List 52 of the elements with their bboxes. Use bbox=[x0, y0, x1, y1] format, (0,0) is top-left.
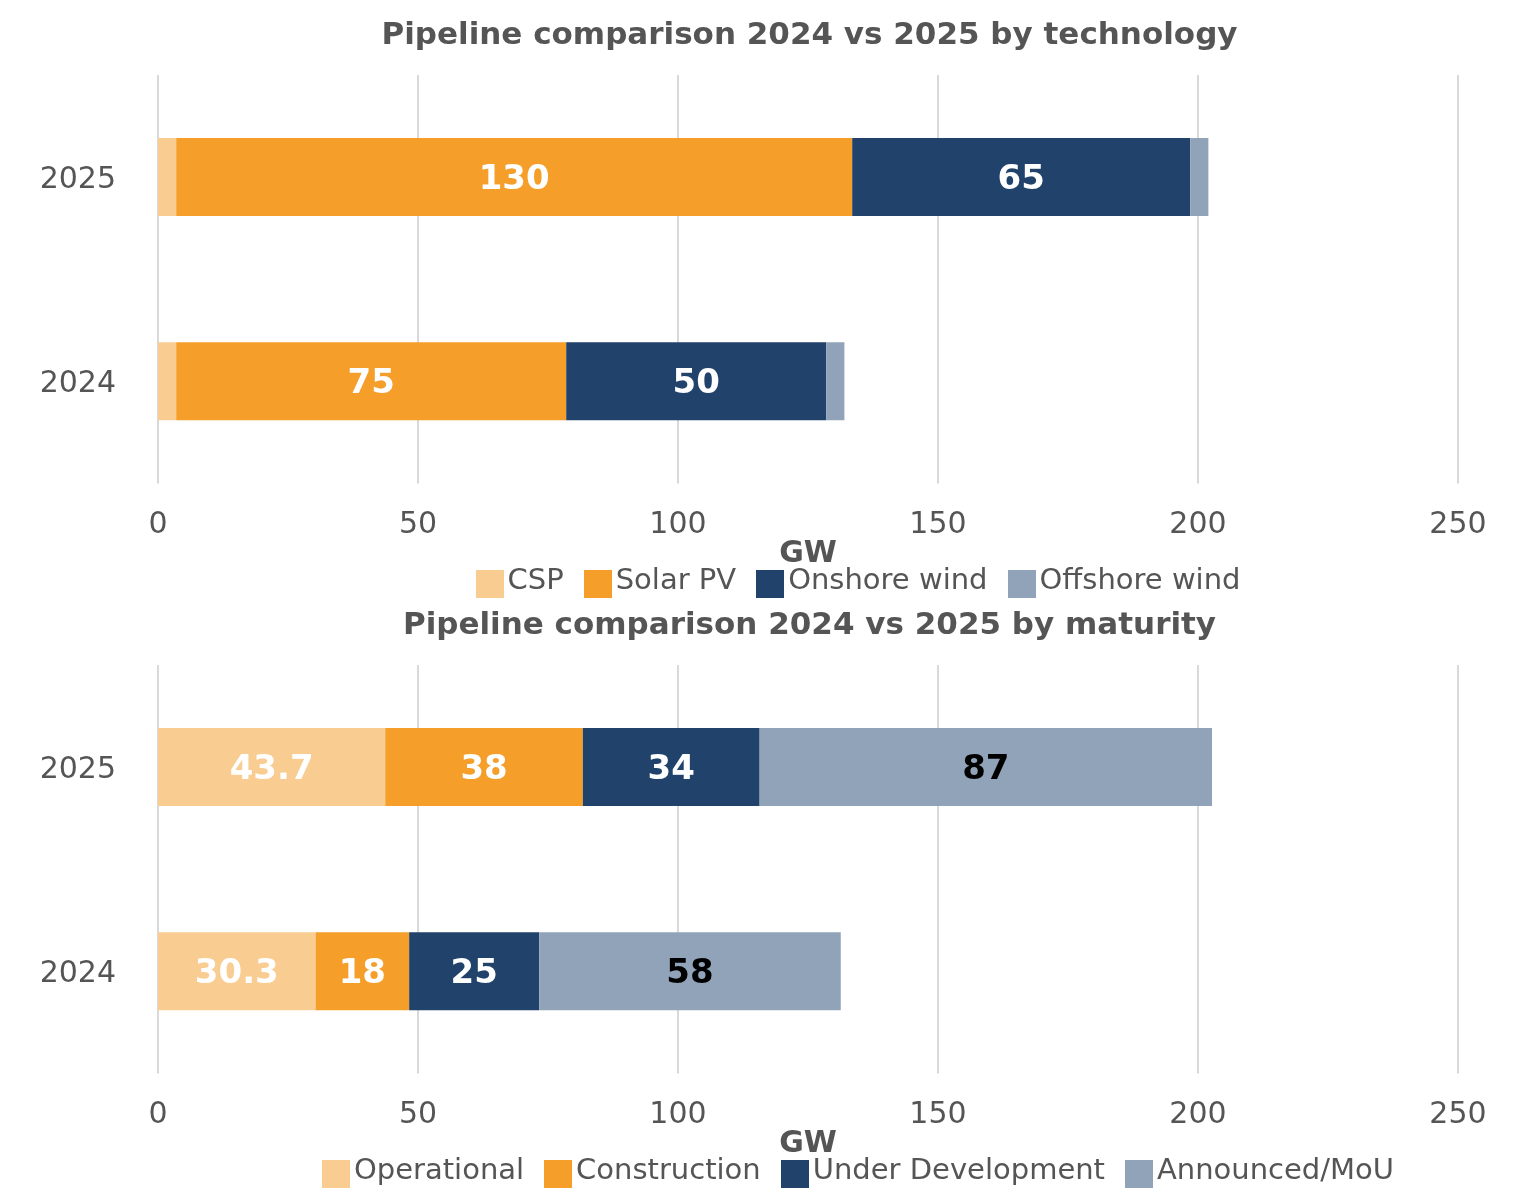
legend-label: Offshore wind bbox=[1039, 561, 1241, 596]
legend-label: Announced/MoU bbox=[1156, 1151, 1395, 1186]
x-tick-label: 100 bbox=[649, 1094, 707, 1130]
x-tick-label: 250 bbox=[1429, 1094, 1487, 1130]
legend-label: Solar PV bbox=[615, 561, 737, 596]
chart-title: Pipeline comparison 2024 vs 2025 by maturity bbox=[401, 604, 1218, 643]
x-tick-label: 100 bbox=[649, 504, 707, 540]
data-label: 58 bbox=[666, 951, 714, 992]
x-tick-label: 250 bbox=[1429, 504, 1487, 540]
x-tick-label: 50 bbox=[398, 504, 438, 540]
bar bbox=[852, 138, 1191, 216]
x-tick-label: 200 bbox=[1169, 1094, 1227, 1130]
bar bbox=[1190, 138, 1209, 216]
bar bbox=[158, 932, 316, 1011]
bar bbox=[566, 342, 827, 421]
data-label: 130 bbox=[478, 157, 550, 197]
data-label: 87 bbox=[962, 747, 1010, 787]
x-tick-label: 150 bbox=[909, 504, 967, 540]
bar bbox=[315, 932, 410, 1011]
data-label: 34 bbox=[647, 747, 695, 787]
y-tick-label: 2025 bbox=[39, 749, 116, 785]
bar bbox=[158, 342, 177, 421]
bar bbox=[158, 138, 177, 216]
data-label: 43.7 bbox=[229, 747, 314, 787]
data-label: 25 bbox=[450, 951, 498, 992]
x-tick-label: 150 bbox=[909, 1094, 967, 1130]
x-tick-label: 0 bbox=[148, 1094, 168, 1130]
bar bbox=[158, 728, 386, 806]
y-tick-label: 2024 bbox=[39, 364, 116, 400]
y-tick-label: 2024 bbox=[39, 954, 116, 990]
bar bbox=[826, 342, 845, 421]
legend-label: Operational bbox=[353, 1151, 525, 1186]
bar bbox=[176, 138, 853, 216]
data-label: 65 bbox=[997, 157, 1045, 197]
y-tick-label: 2025 bbox=[39, 159, 116, 195]
chart-title: Pipeline comparison 2024 vs 2025 by technology bbox=[380, 14, 1239, 53]
data-label: 18 bbox=[338, 951, 387, 992]
bar bbox=[176, 342, 567, 421]
data-label: 75 bbox=[347, 361, 395, 402]
legend-label: Construction bbox=[576, 1151, 761, 1186]
x-tick-label: 200 bbox=[1169, 504, 1227, 540]
x-tick-label: 0 bbox=[148, 504, 168, 540]
bar bbox=[582, 728, 760, 806]
bar bbox=[539, 932, 841, 1011]
legend-label: CSP bbox=[507, 561, 564, 596]
bar bbox=[759, 728, 1213, 806]
data-label: 30.3 bbox=[194, 951, 279, 992]
data-label: 50 bbox=[672, 361, 720, 402]
bar bbox=[409, 932, 540, 1011]
x-tick-label: 50 bbox=[398, 1094, 438, 1130]
bar bbox=[385, 728, 583, 806]
data-label: 38 bbox=[460, 747, 508, 787]
